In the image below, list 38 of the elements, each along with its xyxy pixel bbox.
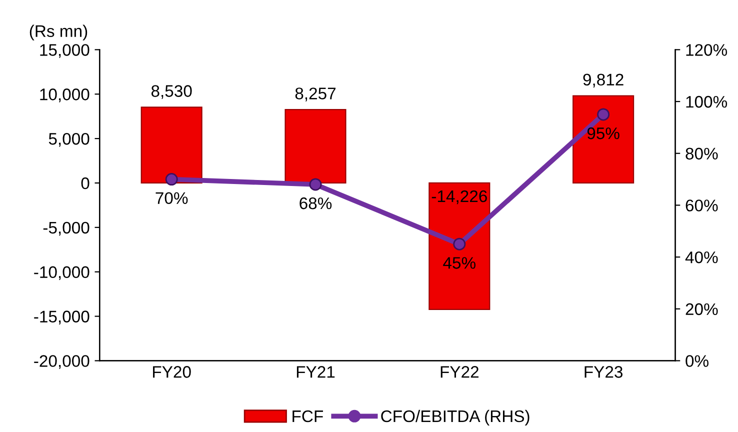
data-label: 45%	[443, 257, 476, 269]
y-tick-label: 10,000	[40, 88, 90, 102]
data-label: 9,812	[583, 74, 624, 88]
x-tick-label: FY21	[296, 366, 335, 378]
y-tick-label: -15,000	[34, 310, 90, 324]
y-axis-title: (Rs mn)	[30, 24, 88, 40]
bar	[428, 182, 490, 310]
data-label: 8,257	[295, 88, 336, 102]
data-label: 68%	[300, 197, 332, 210]
y-tick-label: -20,000	[34, 355, 90, 369]
legend-label: FCF	[292, 410, 323, 422]
x-tick-label: FY23	[584, 366, 622, 378]
point	[453, 238, 466, 250]
bar	[140, 106, 202, 184]
bar	[284, 109, 346, 184]
data-label: 8,530	[151, 85, 192, 99]
data-label: -14,226	[432, 190, 487, 204]
y2-tick-label: 80%	[686, 148, 718, 160]
y-tick-label: -10,000	[34, 266, 90, 280]
point	[597, 108, 610, 121]
x-tick-label: FY22	[440, 366, 478, 378]
y-tick-label: -5,000	[43, 222, 90, 236]
y2-tick-label: 100%	[686, 96, 728, 108]
data-label: 70%	[156, 192, 188, 204]
point	[165, 173, 178, 186]
y2-tick-label: 120%	[686, 44, 728, 56]
y-tick-label: 15,000	[40, 44, 90, 58]
y-tick-label: 0	[81, 177, 90, 190]
point	[309, 178, 322, 191]
y2-tick-label: 0%	[686, 355, 708, 367]
y-tick-label: 5,000	[48, 132, 90, 147]
data-label: 95%	[587, 127, 620, 140]
y2-tick-label: 20%	[686, 303, 718, 316]
bar	[572, 95, 634, 184]
y2-tick-label: 40%	[685, 251, 718, 264]
x-tick-label: FY20	[153, 366, 191, 378]
legend-label: CFO/EBITDA (RHS)	[381, 410, 530, 426]
y2-tick-label: 60%	[686, 200, 718, 212]
